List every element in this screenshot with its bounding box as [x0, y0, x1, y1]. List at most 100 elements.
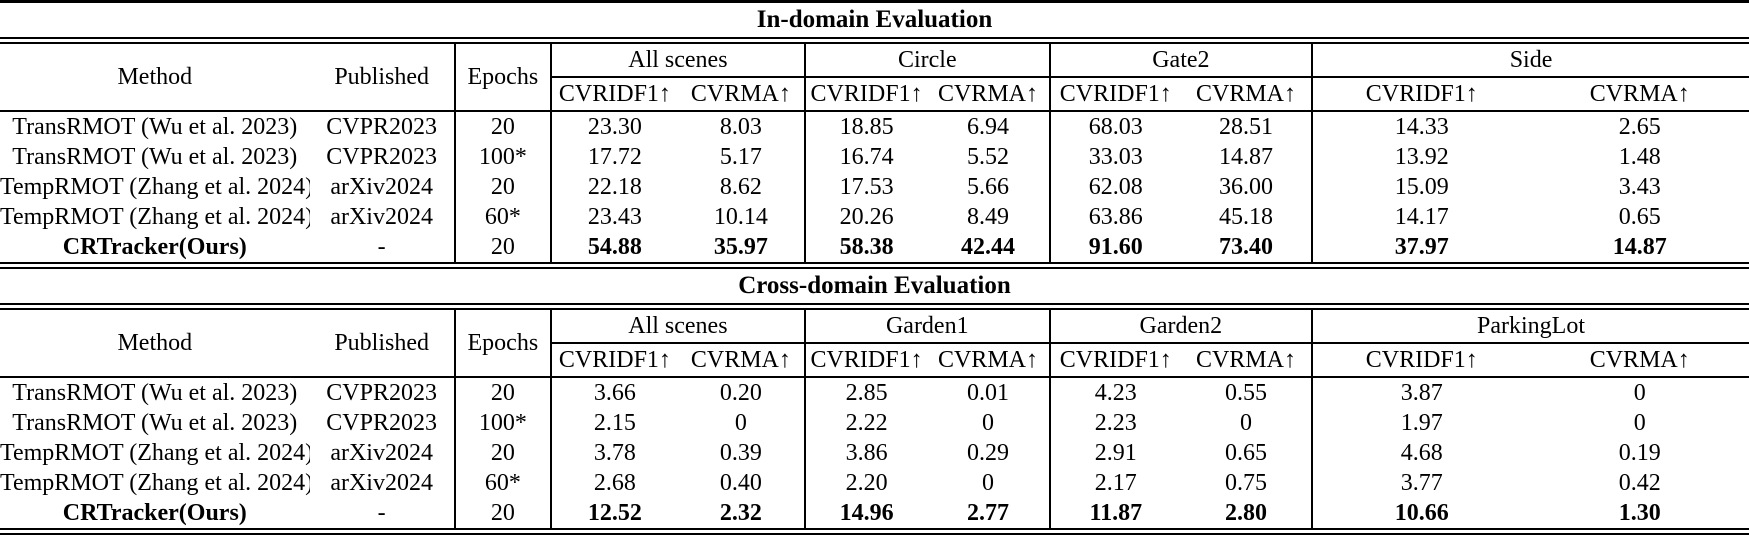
- metric-header: CVRMA↑: [1180, 77, 1313, 112]
- method-cell: CRTracker(Ours): [0, 232, 310, 269]
- table-row: TransRMOT (Wu et al. 2023) CVPR2023 100*…: [0, 408, 1749, 438]
- metric-value-cell: 28.51: [1218, 113, 1273, 140]
- epochs-cell: 100*: [453, 408, 552, 438]
- metric-value-cell: 5.17: [719, 143, 762, 170]
- metric-value-cell: 0: [734, 409, 747, 436]
- method-cell: TempRMOT (Zhang et al. 2024): [0, 469, 310, 496]
- metric-value-cell: 42.44: [927, 232, 1050, 269]
- metric-value-cell: 91.60: [1048, 232, 1181, 269]
- metric-value-cell: 14.96: [803, 498, 928, 535]
- method-cell: TempRMOT (Zhang et al. 2024): [0, 173, 310, 200]
- metric-value-cell: 14.87: [1530, 232, 1749, 269]
- published-cell: arXiv2024: [330, 439, 433, 466]
- metric-value-cell: 0.01: [966, 379, 1009, 406]
- metric-header: CVRMA↑: [1180, 343, 1313, 378]
- metric-value-cell: 0: [1633, 379, 1646, 406]
- published-cell: -: [309, 498, 455, 535]
- epochs-column-header: Epochs: [453, 40, 552, 112]
- metric-value-cell: 3.86: [803, 438, 928, 468]
- metric-header: CVRIDF1↑: [1048, 343, 1181, 378]
- metric-value-cell: 2.85: [803, 377, 928, 408]
- metric-value-cell: 2.65: [1618, 113, 1661, 140]
- metric-value-cell: 2.17: [1048, 468, 1181, 498]
- metric-value-cell: 3.43: [1618, 173, 1661, 200]
- method-column-header: Method: [0, 40, 310, 112]
- metric-value-cell: 20.26: [803, 202, 928, 232]
- epochs-column-header: Epochs: [453, 306, 552, 378]
- epochs-cell: 20: [453, 111, 552, 142]
- metric-value-cell: 23.43: [587, 203, 642, 230]
- metric-value-cell: 2.20: [803, 468, 928, 498]
- metric-value-cell: 4.23: [1048, 377, 1181, 408]
- metric-header: CVRMA↑: [1530, 343, 1749, 378]
- group-header-garden1: Garden1: [803, 306, 1050, 344]
- published-column-header: Published: [309, 40, 455, 112]
- metric-value-cell: 3.77: [1311, 468, 1531, 498]
- table-title: In-domain Evaluation: [0, 0, 1749, 44]
- method-cell: TransRMOT (Wu et al. 2023): [12, 409, 298, 436]
- method-cell: TempRMOT (Zhang et al. 2024): [0, 203, 310, 230]
- metric-value-cell: 0.39: [719, 439, 762, 466]
- metric-value-cell: 2.32: [677, 498, 805, 535]
- metric-value-cell: 1.30: [1530, 498, 1749, 535]
- method-cell: TransRMOT (Wu et al. 2023): [12, 379, 298, 406]
- metric-value-cell: 36.00: [1218, 173, 1273, 200]
- group-header-circle: Circle: [803, 40, 1050, 78]
- metric-value-cell: 2.23: [1048, 408, 1181, 438]
- table-row: TransRMOT (Wu et al. 2023) CVPR2023 100*…: [0, 142, 1749, 172]
- group-header-gate2: Gate2: [1048, 40, 1313, 78]
- metric-header: CVRMA↑: [927, 343, 1050, 378]
- metric-value-cell: 0.29: [966, 439, 1009, 466]
- metric-header: CVRIDF1↑: [550, 343, 678, 378]
- metric-value-cell: 12.52: [550, 498, 678, 535]
- group-header-garden2: Garden2: [1048, 306, 1313, 344]
- metric-value-cell: 23.30: [587, 113, 642, 140]
- metric-value-cell: 2.80: [1180, 498, 1313, 535]
- published-cell: CVPR2023: [326, 379, 437, 406]
- metric-value-cell: 33.03: [1048, 142, 1181, 172]
- metric-value-cell: 17.72: [587, 143, 642, 170]
- method-cell: TransRMOT (Wu et al. 2023): [12, 143, 298, 170]
- published-cell: CVPR2023: [326, 409, 437, 436]
- method-cell: TempRMOT (Zhang et al. 2024): [0, 439, 310, 466]
- metric-value-cell: 0: [981, 469, 994, 496]
- metric-value-cell: 10.14: [713, 203, 768, 230]
- table-row: TempRMOT (Zhang et al. 2024) arXiv2024 6…: [0, 468, 1749, 498]
- metric-value-cell: 14.87: [1218, 143, 1273, 170]
- metric-value-cell: 68.03: [1048, 111, 1181, 142]
- metric-value-cell: 3.78: [593, 439, 636, 466]
- metric-value-cell: 0.55: [1224, 379, 1267, 406]
- epochs-cell: 20: [453, 438, 552, 468]
- metric-value-cell: 0: [1239, 409, 1252, 436]
- metric-value-cell: 1.48: [1618, 143, 1661, 170]
- method-cell: TransRMOT (Wu et al. 2023): [12, 113, 298, 140]
- table-row-ours: CRTracker(Ours) - 20 12.52 2.32 14.96 2.…: [0, 498, 1749, 535]
- metric-value-cell: 11.87: [1048, 498, 1181, 535]
- metric-header-row: CVRIDF1↑ CVRMA↑ CVRIDF1↑ CVRMA↑ CVRIDF1↑…: [0, 77, 1749, 112]
- metric-value-cell: 10.66: [1311, 498, 1531, 535]
- metric-value-cell: 0.65: [1224, 439, 1267, 466]
- metric-value-cell: 17.53: [803, 172, 928, 202]
- metric-value-cell: 2.91: [1048, 438, 1181, 468]
- method-column-header: Method: [0, 306, 310, 378]
- metric-value-cell: 8.49: [966, 203, 1009, 230]
- group-header-parkinglot: ParkingLot: [1311, 306, 1749, 344]
- metric-header: CVRMA↑: [677, 343, 805, 378]
- table-row: TransRMOT (Wu et al. 2023) CVPR2023 20 3…: [0, 377, 1749, 408]
- published-cell: CVPR2023: [326, 113, 437, 140]
- table-row-ours: CRTracker(Ours) - 20 54.88 35.97 58.38 4…: [0, 232, 1749, 269]
- table-row: TempRMOT (Zhang et al. 2024) arXiv2024 2…: [0, 438, 1749, 468]
- metric-value-cell: 0.75: [1224, 469, 1267, 496]
- method-cell: CRTracker(Ours): [0, 498, 310, 535]
- metric-header-row: CVRIDF1↑ CVRMA↑ CVRIDF1↑ CVRMA↑ CVRIDF1↑…: [0, 343, 1749, 378]
- published-cell: -: [309, 232, 455, 269]
- group-header-side: Side: [1311, 40, 1749, 78]
- metric-value-cell: 8.03: [719, 113, 762, 140]
- metric-value-cell: 2.15: [593, 409, 636, 436]
- metric-value-cell: 54.88: [550, 232, 678, 269]
- metric-value-cell: 15.09: [1311, 172, 1531, 202]
- cross-domain-table: Cross-domain Evaluation Method Published…: [0, 269, 1749, 535]
- metric-value-cell: 0.40: [719, 469, 762, 496]
- epochs-cell: 100*: [453, 142, 552, 172]
